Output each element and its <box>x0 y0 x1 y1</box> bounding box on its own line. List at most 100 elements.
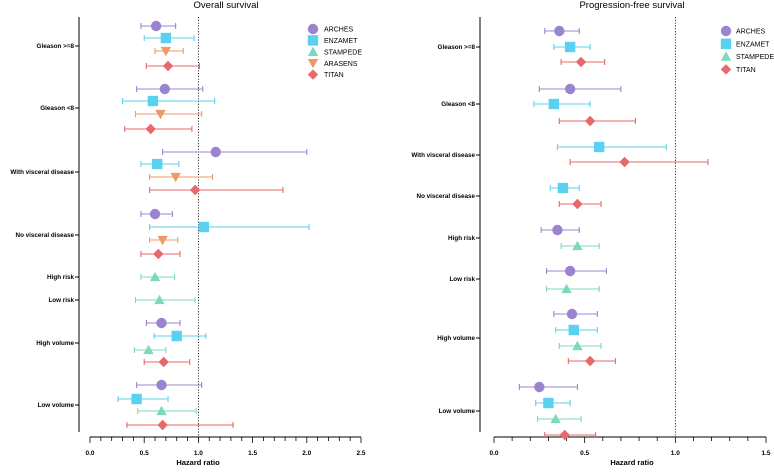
hr-point-arches <box>566 308 578 320</box>
hr-point-arasens <box>160 46 172 57</box>
ci-row-arches <box>553 308 598 320</box>
ci-row-arasens <box>149 235 179 246</box>
hr-point-titan <box>575 56 587 68</box>
legend: ARCHES ENZAMET STAMPEDE ARASENS TITAN <box>307 23 362 80</box>
hr-point-titan <box>158 356 169 368</box>
hr-point-titan <box>162 60 174 72</box>
ci-row-enzamet <box>549 182 580 194</box>
hr-point-enzamet <box>160 32 172 44</box>
group-label-high-volume: High volume <box>36 340 74 347</box>
hr-point-arches <box>149 208 161 220</box>
group-label-gleason-8: Gleason <8 <box>40 105 74 112</box>
hr-point-arasens <box>157 235 168 246</box>
group-label-gleason-8: Gleason >=8 <box>438 44 476 51</box>
ci-row-enzamet <box>533 98 591 110</box>
legend-label-enzamet: ENZAMET <box>736 41 770 48</box>
hr-point-enzamet <box>198 221 210 233</box>
ci-row-arasens <box>134 109 203 120</box>
group-label-high-volume: High volume <box>437 335 475 342</box>
group-label-no-visceral-disease: No visceral disease <box>417 193 476 200</box>
ci-row-arches <box>546 265 607 277</box>
hr-point-enzamet <box>564 41 576 53</box>
legend: ARCHES ENZAMET STAMPEDE TITAN <box>720 25 774 75</box>
hr-point-arches <box>159 83 170 95</box>
ci-row-arches <box>540 224 580 236</box>
ci-row-titan <box>149 184 284 196</box>
ci-row-enzamet <box>140 158 180 170</box>
group-label-high-risk: High risk <box>448 235 475 242</box>
hr-point-arasens <box>170 172 181 183</box>
hr-point-arches <box>564 83 576 95</box>
hr-point-stampede <box>156 405 167 416</box>
x-tick-label: 1.0 <box>671 450 680 457</box>
ci-row-titan <box>143 356 191 368</box>
ci-row-enzamet <box>149 221 310 233</box>
ci-row-arches <box>538 83 622 95</box>
panel-title: Overall survival <box>194 0 259 11</box>
hr-point-arches <box>150 20 162 32</box>
group-label-gleason-8: Gleason <8 <box>441 101 475 108</box>
hr-point-arches <box>564 265 576 277</box>
ci-row-stampede <box>536 413 582 424</box>
legend-label-enzamet: ENZAMET <box>324 38 358 45</box>
ci-row-titan <box>558 115 636 127</box>
ci-row-titan <box>145 60 201 72</box>
group-label-low-risk: Low risk <box>48 297 74 304</box>
legend-marker-arches <box>307 23 319 35</box>
hr-point-titan <box>559 429 570 441</box>
ci-row-arches <box>518 381 578 393</box>
group-label-low-risk: Low risk <box>449 276 475 283</box>
ci-row-stampede <box>546 283 600 294</box>
hr-point-arches <box>552 224 563 236</box>
legend-label-titan: TITAN <box>324 72 344 79</box>
hr-point-enzamet <box>557 182 569 194</box>
hr-point-arches <box>534 381 545 393</box>
x-tick-label: 0.5 <box>580 450 589 457</box>
ci-row-arasens <box>149 172 214 183</box>
x-tick-label: 0.0 <box>85 450 94 457</box>
hr-point-arches <box>156 317 167 329</box>
overall-survival-panel: Overall survival Hazard ratio 0.0 0.5 1.0 1… <box>10 0 366 467</box>
group-label-with-visceral-disease: With visceral disease <box>10 169 74 176</box>
group-label-low-volume: Low volume <box>439 408 476 415</box>
hr-point-stampede <box>561 283 572 294</box>
x-tick-label: 2.5 <box>356 450 365 457</box>
legend-label-arches: ARCHES <box>736 29 766 36</box>
group-label-high-risk: High risk <box>47 274 74 281</box>
hr-point-enzamet <box>593 141 605 153</box>
hr-point-titan <box>145 123 156 135</box>
panel-title: Progression-free survival <box>579 0 684 11</box>
x-tick-label: 1.5 <box>761 450 770 457</box>
legend-label-arches: ARCHES <box>324 27 354 34</box>
ci-row-enzamet <box>121 95 216 107</box>
hr-point-stampede <box>154 294 165 305</box>
hr-point-titan <box>619 156 630 168</box>
ci-row-arches <box>140 20 177 32</box>
hr-point-stampede <box>149 271 161 282</box>
legend-label-titan: TITAN <box>736 67 756 74</box>
ci-row-titan <box>124 123 193 135</box>
ci-row-enzamet <box>555 324 598 336</box>
ci-row-enzamet <box>556 141 667 153</box>
legend-marker-titan <box>307 69 319 80</box>
x-tick-label: 1.0 <box>194 450 203 457</box>
hr-point-stampede <box>572 240 583 251</box>
ci-row-arches <box>136 83 204 95</box>
ci-row-stampede <box>558 340 602 351</box>
ci-row-arasens <box>154 46 184 57</box>
ci-row-stampede <box>137 405 197 416</box>
hr-point-arches <box>156 379 167 391</box>
hr-point-titan <box>157 419 168 431</box>
ci-row-arches <box>136 379 203 391</box>
x-tick-label: 2.0 <box>302 450 311 457</box>
ci-row-stampede <box>134 294 196 305</box>
hr-point-arches <box>554 25 565 37</box>
group-label-with-visceral-disease: With visceral disease <box>411 152 475 159</box>
hr-point-stampede <box>143 344 154 355</box>
ci-row-titan <box>544 429 597 441</box>
legend-marker-titan <box>720 64 732 75</box>
hr-point-stampede <box>572 340 583 351</box>
hr-point-titan <box>572 198 583 210</box>
